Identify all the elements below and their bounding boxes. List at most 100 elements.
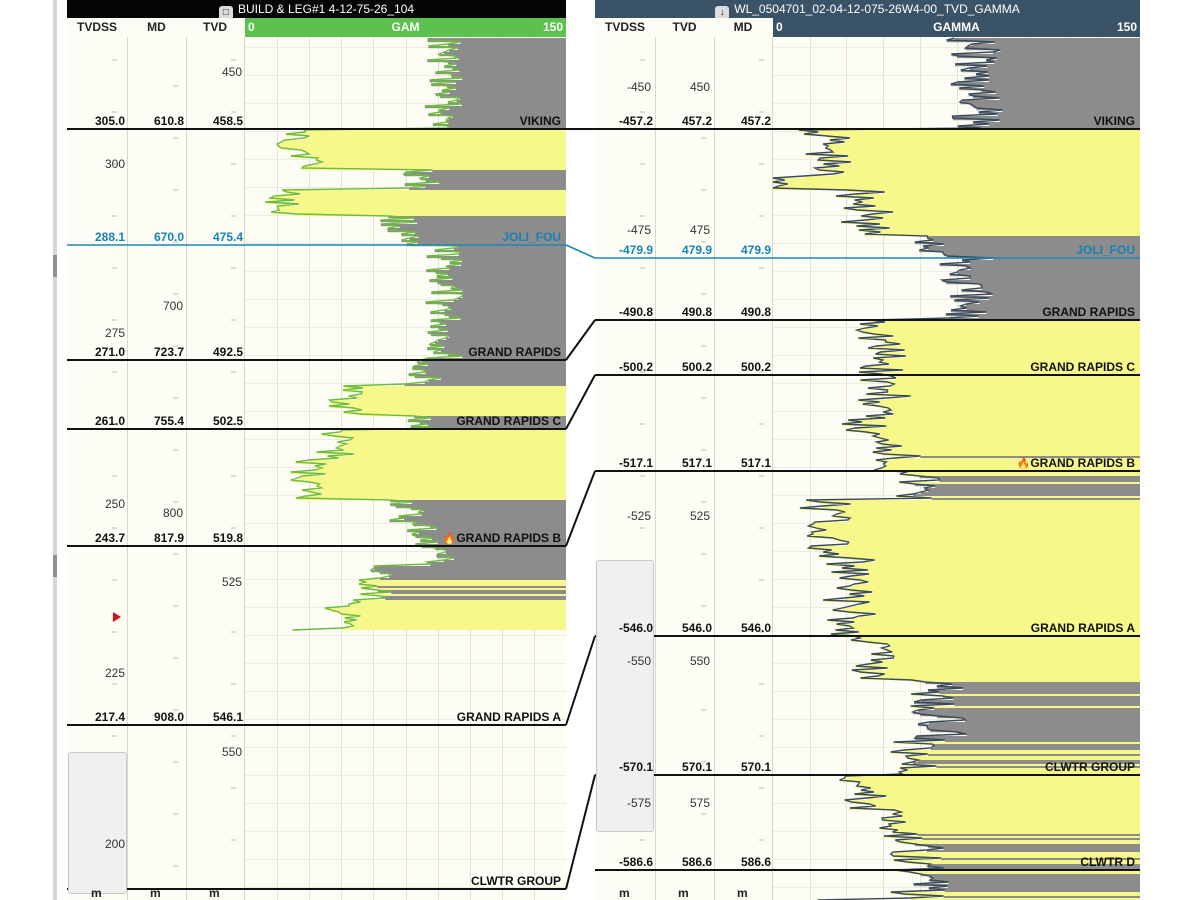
top-md-value: 479.9 [740,243,771,257]
top-name-label: GRAND RAPIDS A [456,710,561,724]
top-tvdss-value: 261.0 [94,414,125,428]
top-tvd-value: 457.2 [681,114,712,128]
top-md-value: 490.8 [740,305,771,319]
unit-label: m [678,886,689,900]
top-name-label: GRAND RAPIDS [1042,305,1135,319]
top-tvdss-value: -490.8 [618,305,653,319]
column-header-md[interactable]: MD [127,18,186,37]
top-tvd-value: 502.5 [212,414,243,428]
top-tvdss-value: 217.4 [94,710,125,724]
left-well-panel[interactable]: □ BUILD & LEG#1 4-12-75-26_104 TVDSS MD T… [67,0,566,900]
top-tvd-value: 475.4 [212,230,243,244]
top-md-value: 755.4 [153,414,184,428]
vertical-scrollbar[interactable] [53,0,57,900]
top-tvdss-value: -479.9 [618,243,653,257]
unit-label: m [91,886,102,900]
left-well-title: BUILD & LEG#1 4-12-75-26_104 [237,2,415,16]
top-name-label: CLWTR GROUP [471,874,561,888]
column-header-md[interactable]: MD [714,18,772,37]
top-tvd-value: 519.8 [212,531,243,545]
correlation-connector [565,635,596,726]
top-name-label: GRAND RAPIDS C [456,414,561,428]
top-md-value: 908.0 [153,710,184,724]
left_well-track-canvas [67,18,566,900]
track-curve-name: GAMMA [933,20,980,34]
top-name-grand-rapids: GRAND RAPIDS [468,345,561,359]
top-tvd-value: 586.6 [681,855,712,869]
flame-icon: 🔥 [442,533,457,545]
top-tvdss-value: 243.7 [94,531,125,545]
depth-scale-label: 525 [689,509,710,523]
top-name-label: GRAND RAPIDS B [1030,456,1135,470]
top-tvdss-value: -457.2 [618,114,653,128]
right-well-title: WL_0504701_02-04-12-075-26W4-00_TVD_GAMM… [734,2,1020,16]
top-tvd-value: 479.9 [681,243,712,257]
depth-scale-label: 475 [689,223,710,237]
top-name-grand-rapids-c: GRAND RAPIDS C [456,414,561,428]
right-well-title-bar[interactable]: ↓ WL_0504701_02-04-12-075-26W4-00_TVD_GAM… [595,0,1140,20]
top-tvd-value: 490.8 [681,305,712,319]
column-header-tvdss[interactable]: TVDSS [67,18,127,37]
top-name-grand-rapids: GRAND RAPIDS [1042,305,1135,319]
depth-scale-label: 450 [689,80,710,94]
top-name-grand-rapids-c: GRAND RAPIDS C [1030,360,1135,374]
depth-scale-label: 800 [162,506,183,520]
top-name-clwtr-d: CLWTR D [1080,855,1135,869]
top-tvd-value: 546.0 [681,621,712,635]
depth-scale-label: 575 [689,796,710,810]
track-max-label: 150 [542,20,563,34]
top-name-label: GRAND RAPIDS B [456,531,561,545]
correlation-connector [565,774,596,890]
column-header-tvd[interactable]: TVD [186,18,244,37]
scrollbar-thumb[interactable] [53,255,57,277]
top-md-value: 610.8 [153,114,184,128]
right-well-panel[interactable]: ↓ WL_0504701_02-04-12-075-26W4-00_TVD_GAM… [595,0,1140,900]
depth-scale-label: -475 [626,223,651,237]
top-md-value: 670.0 [153,230,184,244]
depth-scale-label: 700 [162,299,183,313]
flame-icon: 🔥 [1016,458,1031,470]
top-tvdss-value: 305.0 [94,114,125,128]
depth-scale-label: 550 [689,654,710,668]
top-name-label: VIKING [1093,114,1135,128]
column-header-tvd[interactable]: TVD [655,18,714,37]
top-md-value: 723.7 [153,345,184,359]
top-tvdss-value: -546.0 [618,621,653,635]
right_well-track-canvas [595,18,1140,900]
download-icon: ↓ [715,6,730,20]
gamma-track-header[interactable]: 0 GAMMA 150 [773,18,1140,37]
depth-scale-label: -575 [626,796,651,810]
top-tvd-value: 517.1 [681,456,712,470]
top-name-viking: VIKING [1094,114,1135,128]
top-name-label: CLWTR GROUP [1045,760,1135,774]
top-tvd-value: 500.2 [681,360,712,374]
folder-icon: □ [218,6,233,20]
top-name-grand-rapids-a: GRAND RAPIDS A [1031,621,1135,635]
top-tvdss-value: 271.0 [94,345,125,359]
depth-range-slider[interactable] [68,752,127,894]
top-tvdss-value: -570.1 [618,760,653,774]
depth-scale-label: -525 [626,509,651,523]
top-name-grand-rapids-b: 🔥GRAND RAPIDS B [443,531,561,546]
column-header-tvdss[interactable]: TVDSS [595,18,655,37]
unit-label: m [150,886,161,900]
top-tvd-value: 570.1 [681,760,712,774]
unit-label: m [737,886,748,900]
top-name-clwtr-group: CLWTR GROUP [471,874,561,888]
top-name-joli-fou: JOLI_FOU [502,230,561,244]
top-name-grand-rapids-a: GRAND RAPIDS A [457,710,561,724]
top-md-value: 586.6 [740,855,771,869]
gam-track-header[interactable]: 0 GAM 150 [245,18,566,37]
top-tvd-value: 492.5 [212,345,243,359]
top-name-label: VIKING [519,114,561,128]
top-name-joli-fou: JOLI_FOU [1076,243,1135,257]
scrollbar-thumb[interactable] [53,555,57,577]
top-name-label: CLWTR D [1080,855,1135,869]
top-name-label: GRAND RAPIDS A [1030,621,1135,635]
unit-label: m [619,886,630,900]
top-name-clwtr-group: CLWTR GROUP [1045,760,1135,774]
left-well-title-bar[interactable]: □ BUILD & LEG#1 4-12-75-26_104 [67,0,566,20]
correlation-connector [565,244,596,259]
depth-range-slider[interactable] [596,560,654,832]
